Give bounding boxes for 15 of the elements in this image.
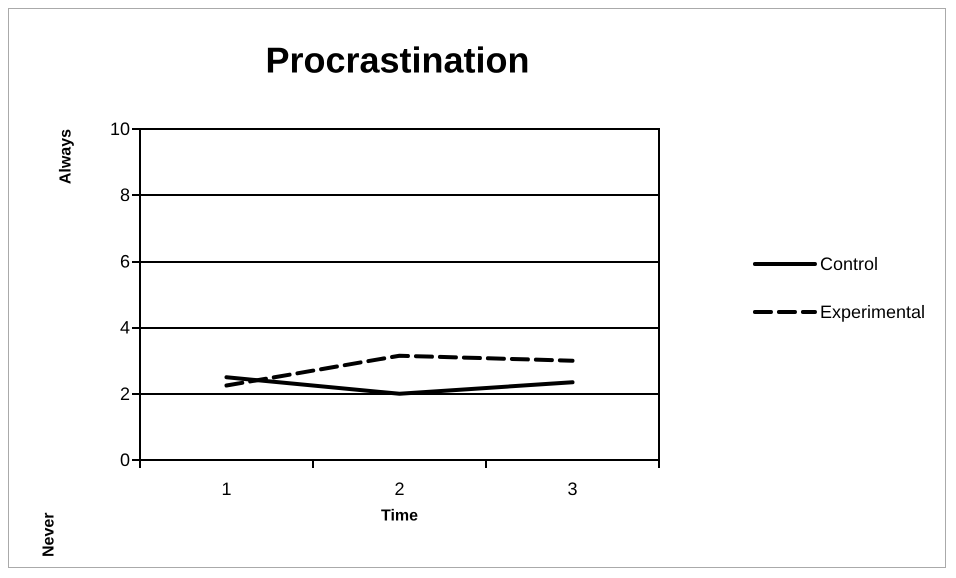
chart-title: Procrastination <box>265 40 530 80</box>
y-tick-label: 6 <box>120 251 130 272</box>
x-axis-title: Time <box>380 508 418 524</box>
y-axis-title: Always <box>58 128 74 184</box>
y-tick-label: 4 <box>120 318 130 338</box>
y-tick-label: 0 <box>120 450 130 470</box>
legend-label: Control <box>820 254 878 274</box>
x-tick-label: 2 <box>394 479 405 499</box>
y-tick-label: 2 <box>120 384 130 404</box>
text: Never <box>40 512 58 557</box>
y-tick-label: 8 <box>120 185 130 206</box>
y-tick-label: 10 <box>110 119 130 139</box>
x-tick-label: 1 <box>221 479 232 499</box>
x-tick-label: 3 <box>567 479 578 499</box>
legend-label: Experimental <box>820 302 925 322</box>
